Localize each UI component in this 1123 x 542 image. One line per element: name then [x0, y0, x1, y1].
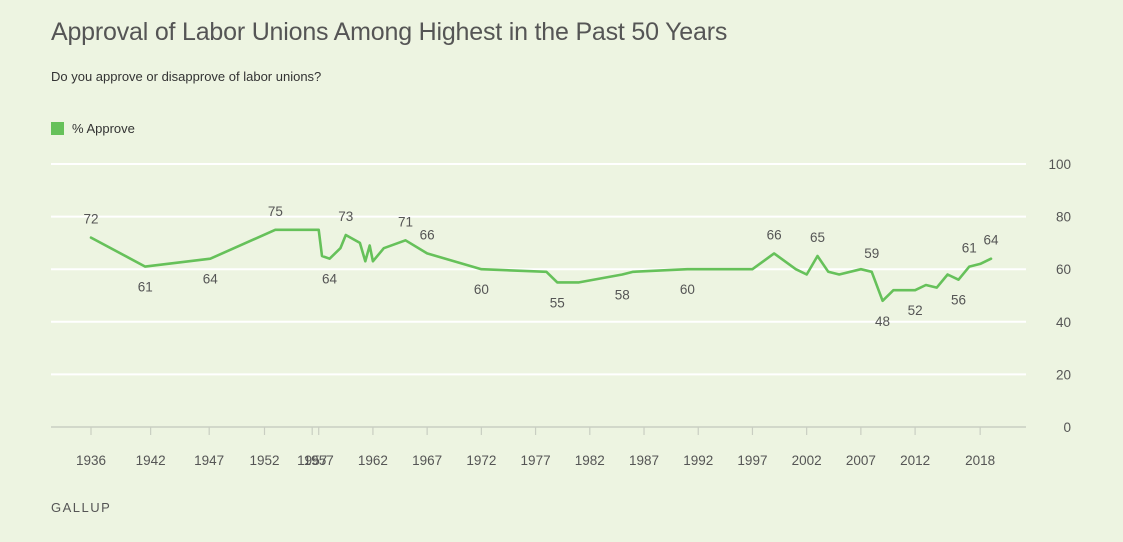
data-label: 48	[875, 314, 890, 329]
data-label: 58	[615, 287, 630, 302]
x-tick-label: 1972	[466, 453, 496, 468]
y-tick-label: 80	[1056, 210, 1071, 225]
data-label: 55	[550, 295, 565, 310]
brand-logo: GALLUP	[51, 500, 112, 515]
y-tick-label: 40	[1056, 315, 1071, 330]
data-label: 60	[680, 282, 695, 297]
y-tick-label: 0	[1063, 420, 1071, 435]
x-tick-label: 2018	[965, 453, 995, 468]
data-label: 66	[767, 227, 782, 242]
x-tick-label: 1992	[683, 453, 713, 468]
chart-title: Approval of Labor Unions Among Highest i…	[51, 18, 728, 46]
x-tick-label: 2002	[792, 453, 822, 468]
data-label: 75	[268, 204, 283, 219]
data-label: 66	[420, 227, 435, 242]
data-label: 60	[474, 282, 489, 297]
data-label: 61	[138, 280, 153, 295]
y-tick-label: 20	[1056, 367, 1071, 382]
data-label: 52	[908, 303, 923, 318]
series-line-approve	[89, 228, 993, 303]
x-tick-label: 1977	[521, 453, 551, 468]
data-label: 56	[951, 293, 966, 308]
x-tick-label: 2012	[900, 453, 930, 468]
x-tick-label: 1997	[737, 453, 767, 468]
chart-subtitle: Do you approve or disapprove of labor un…	[51, 69, 322, 84]
data-label: 59	[864, 246, 879, 261]
data-label: 64	[203, 272, 219, 287]
x-tick-label: 1957	[297, 453, 327, 468]
data-label: 73	[338, 209, 353, 224]
data-label: 65	[810, 230, 825, 245]
x-tick-label: 1942	[136, 453, 166, 468]
x-tick-label: 1947	[194, 453, 224, 468]
data-label: 64	[983, 233, 999, 248]
y-tick-label: 60	[1056, 262, 1071, 277]
legend: % Approve	[51, 121, 135, 136]
x-tick-label: 1967	[412, 453, 442, 468]
x-tick-label: 1962	[358, 453, 388, 468]
data-label: 61	[962, 241, 977, 256]
data-label: 71	[398, 214, 413, 229]
x-tick-label: 2007	[846, 453, 876, 468]
legend-swatch	[51, 122, 64, 135]
x-tick-label: 1987	[629, 453, 659, 468]
x-tick-label: 1982	[575, 453, 605, 468]
data-label: 64	[322, 272, 338, 287]
x-tick-label: 1936	[76, 453, 106, 468]
data-label: 72	[83, 212, 98, 227]
legend-label: % Approve	[72, 121, 135, 136]
x-tick-label: 1952	[249, 453, 279, 468]
x-tick-label: 1957	[304, 453, 334, 468]
y-tick-label: 100	[1048, 157, 1071, 172]
